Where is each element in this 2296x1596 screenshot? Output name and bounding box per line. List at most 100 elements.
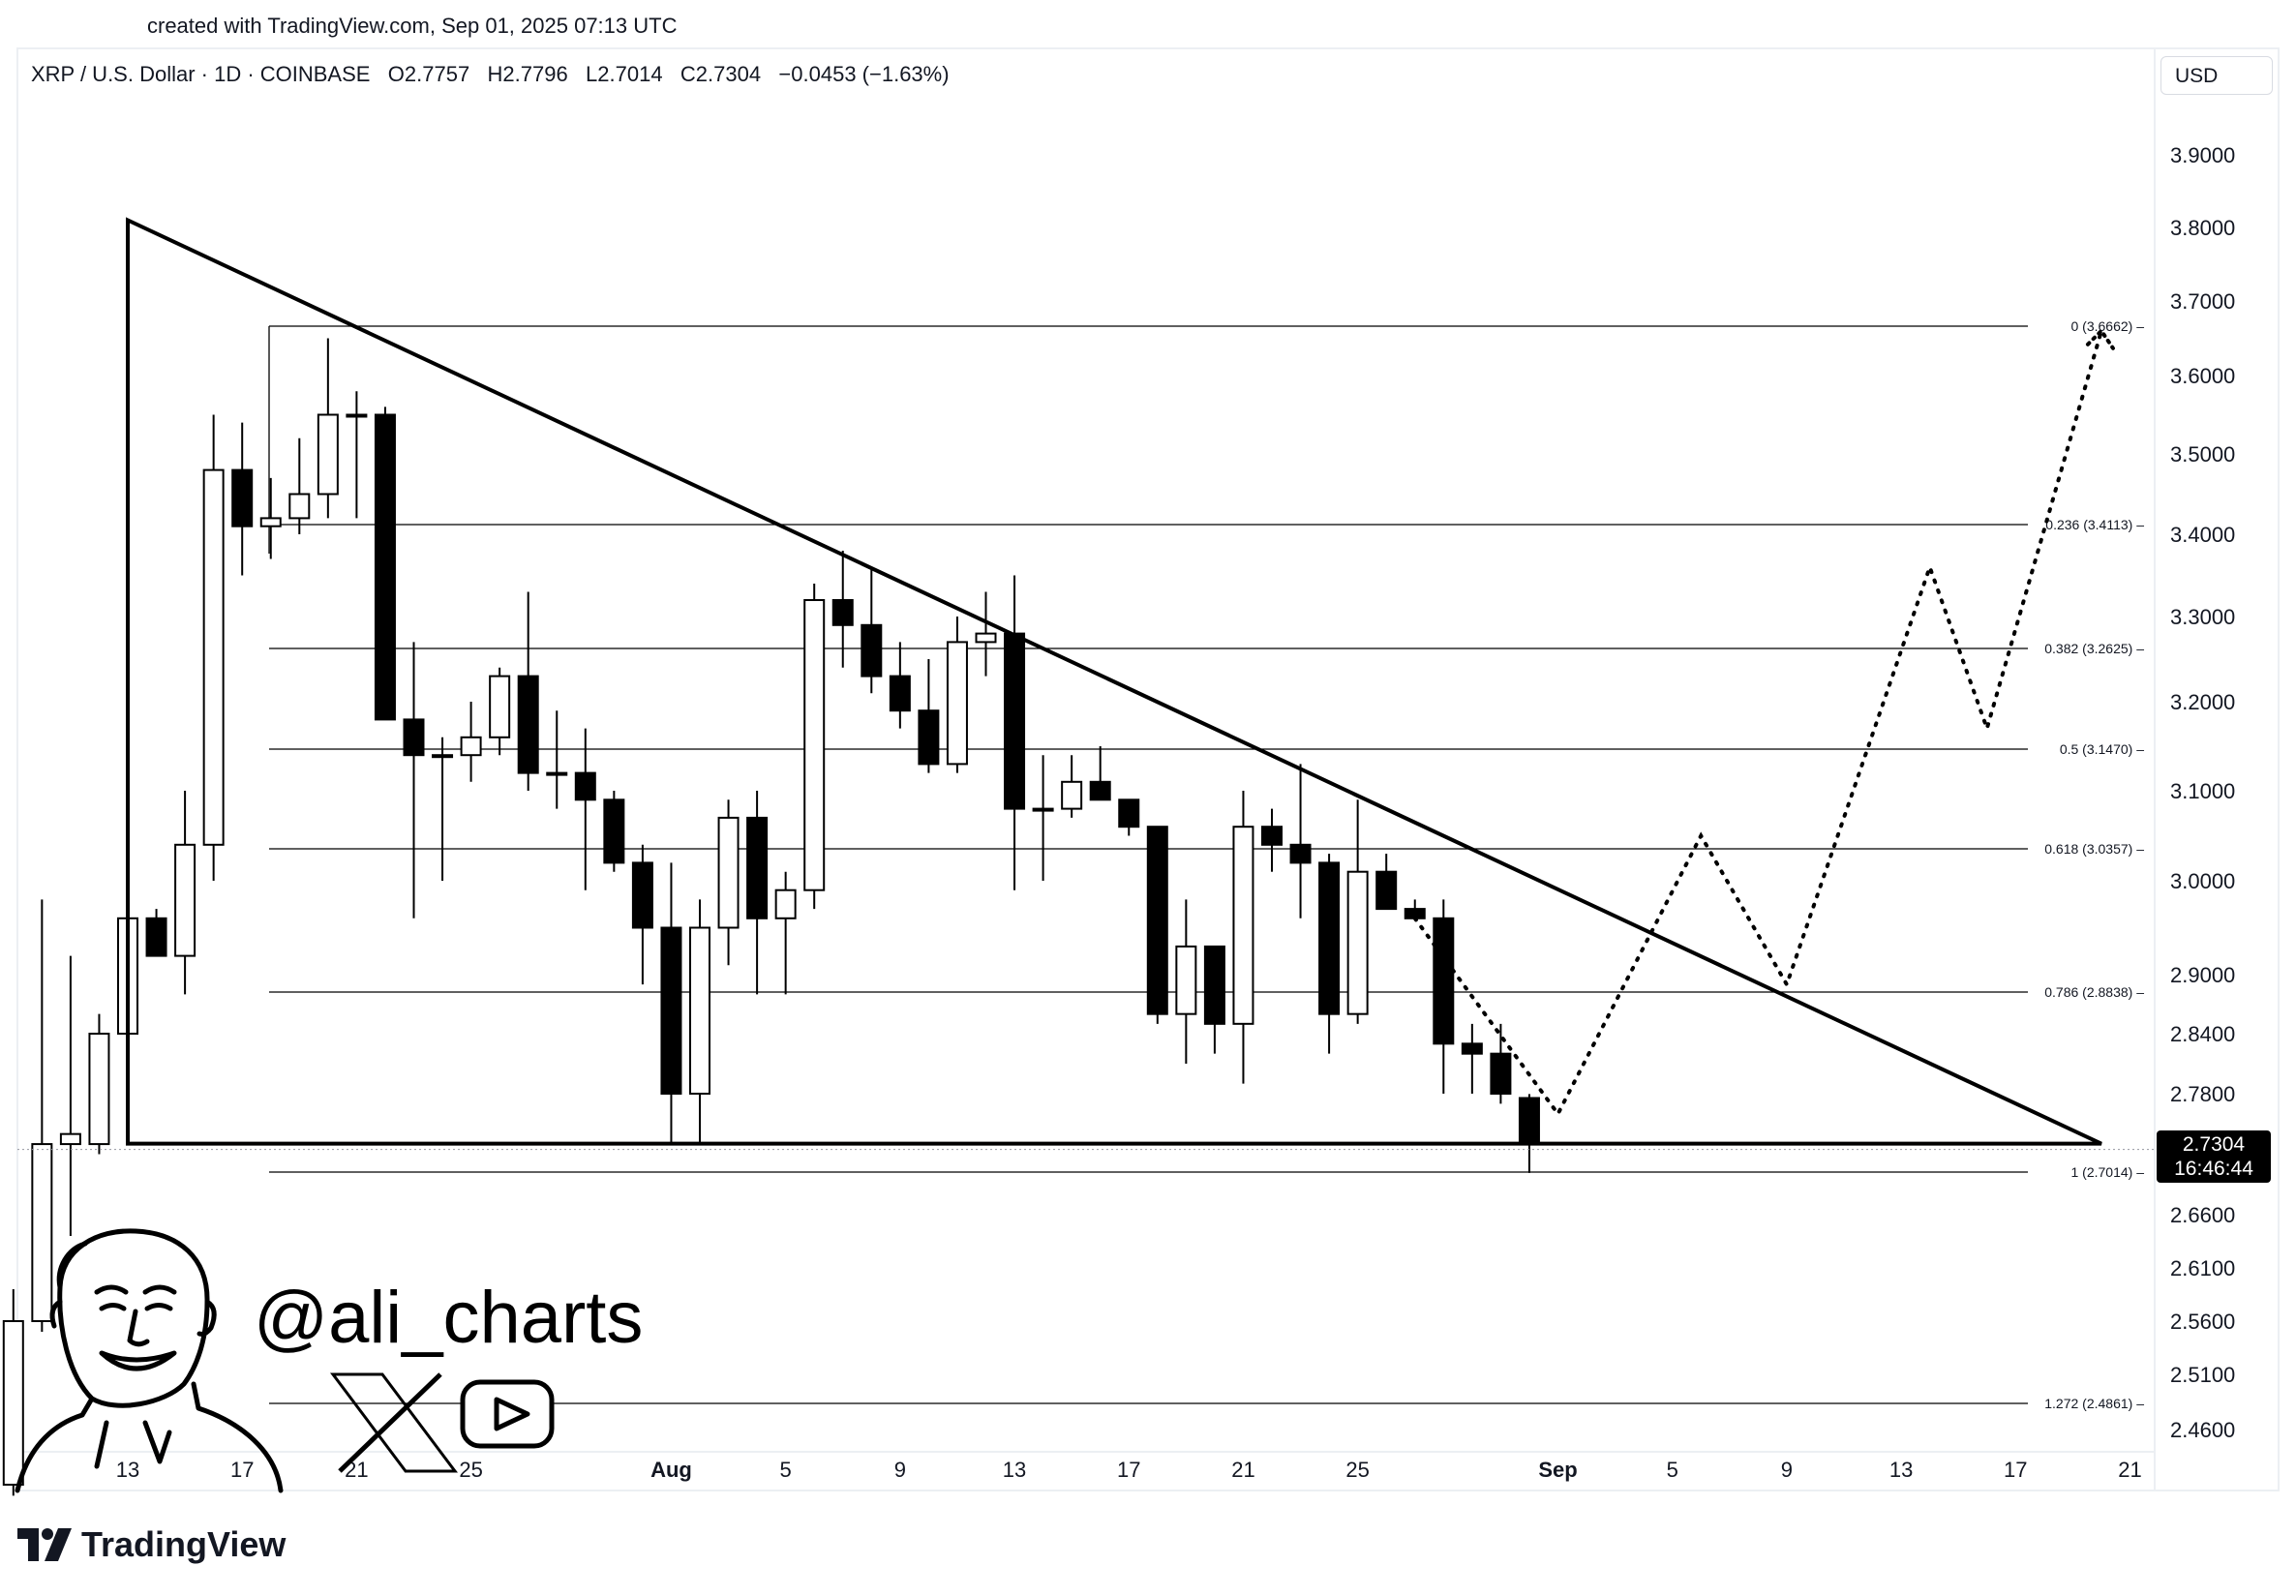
price-tick-label: 3.9000	[2170, 143, 2235, 167]
bar-countdown: 16:46:44	[2174, 1158, 2253, 1180]
candle-body	[746, 816, 769, 919]
candle-body	[1089, 780, 1111, 801]
price-tick-label: 3.8000	[2170, 216, 2235, 240]
price-tick-label: 2.9000	[2170, 963, 2235, 987]
candle-body	[717, 816, 740, 929]
time-tick-label: 13	[1003, 1458, 1026, 1482]
fib-label: 0.236 (3.4113) –	[2045, 517, 2144, 532]
candle-body	[975, 632, 997, 644]
candle-body	[889, 675, 911, 712]
candle-body	[660, 926, 682, 1095]
candle-body	[1433, 917, 1455, 1045]
candle-body	[202, 468, 225, 846]
chart-frame	[16, 47, 2280, 1491]
fib-label: 0 (3.6662) –	[2071, 318, 2145, 334]
currency-button[interactable]: USD	[2160, 56, 2273, 95]
candle-body	[2, 1320, 24, 1486]
candle-body	[374, 413, 396, 721]
candle-body	[31, 1143, 53, 1323]
candle-body	[460, 736, 482, 757]
x-logo-icon[interactable]	[330, 1372, 458, 1473]
candle-body	[489, 675, 511, 738]
fib-label: 0.786 (2.8838) –	[2044, 984, 2144, 1000]
candle-body	[603, 798, 625, 864]
price-tick-label: 2.4600	[2170, 1418, 2235, 1442]
symbol-title[interactable]: XRP / U.S. Dollar · 1D · COINBASE	[31, 62, 371, 86]
price-tick-label: 3.4000	[2170, 523, 2235, 547]
price-tick-label: 2.8400	[2170, 1022, 2235, 1046]
fib-label: 1.272 (2.4861) –	[2044, 1396, 2144, 1411]
candle-body	[88, 1033, 110, 1146]
price-tick-label: 3.6000	[2170, 364, 2235, 388]
candle-body	[1146, 826, 1168, 1015]
price-tick-label: 3.5000	[2170, 442, 2235, 467]
candle-body	[1318, 861, 1341, 1015]
time-tick-label: 5	[1667, 1458, 1678, 1482]
fib-label: 0.5 (3.1470) –	[2060, 741, 2144, 757]
symbol-header: XRP / U.S. Dollar · 1D · COINBASE O2.775…	[31, 62, 950, 87]
candle-body	[1203, 945, 1225, 1025]
fib-label: 0.618 (3.0357) –	[2044, 841, 2144, 857]
candle-body	[803, 599, 826, 891]
last-price-tag: 2.7304 16:46:44	[2157, 1130, 2271, 1183]
time-tick-label: 5	[780, 1458, 792, 1482]
projection-arrowhead	[2085, 327, 2115, 350]
time-axis: 13 17 21 25 Aug 5 9 13 17 21 25 Sep 5 9 13 17 21	[116, 1458, 2142, 1482]
projection-path	[1412, 327, 2115, 1118]
time-tick-label: 25	[459, 1458, 482, 1482]
candle-body	[574, 771, 596, 801]
projection-line	[1412, 328, 2103, 1118]
candle-body	[517, 675, 539, 774]
candle-body	[231, 468, 254, 527]
candle-body	[1032, 807, 1054, 812]
candle-body	[918, 709, 940, 766]
candle-body	[774, 888, 797, 919]
tradingview-logo-icon	[17, 1528, 72, 1561]
time-tick-label: 21	[2118, 1458, 2141, 1482]
time-tick-label: 25	[1345, 1458, 1369, 1482]
time-tick-label: 13	[1889, 1458, 1913, 1482]
price-tick-label: 2.6100	[2170, 1256, 2235, 1280]
candle-body	[546, 771, 568, 776]
price-axis: 3.9000 3.8000 3.7000 3.6000 3.5000 3.4000 3.30…	[2170, 143, 2235, 1442]
candle-body	[403, 718, 425, 757]
candle-body	[432, 754, 454, 759]
candle-body	[288, 493, 311, 520]
time-tick-label: 17	[2004, 1458, 2027, 1482]
candle-body	[1490, 1052, 1512, 1095]
descending-triangle	[17, 217, 2155, 1151]
fib-label: 0.382 (3.2625) –	[2044, 641, 2144, 656]
candle-body	[1461, 1042, 1483, 1055]
price-tick-label: 3.2000	[2170, 690, 2235, 714]
ohlc-values: O2.7757 H2.7796 L2.7014 C2.7304 −0.0453 …	[387, 62, 950, 86]
time-tick-label: 9	[1781, 1458, 1793, 1482]
youtube-icon[interactable]	[460, 1379, 555, 1449]
price-tick-label: 3.1000	[2170, 779, 2235, 803]
candle-body	[174, 843, 196, 957]
time-tick-label: 17	[230, 1458, 254, 1482]
candle-body	[1518, 1097, 1540, 1145]
tradingview-brand[interactable]: TradingView	[17, 1524, 286, 1565]
candlestick-series	[2, 338, 1540, 1496]
candle-body	[861, 623, 883, 678]
candle-body	[1232, 826, 1254, 1025]
candle-body	[946, 641, 968, 766]
price-tick-label: 2.5100	[2170, 1363, 2235, 1387]
time-tick-label: 17	[1117, 1458, 1140, 1482]
price-tick-label: 3.7000	[2170, 289, 2235, 314]
candle-body	[1118, 798, 1140, 828]
price-tick-label: 2.6600	[2170, 1203, 2235, 1227]
candle-body	[631, 861, 653, 929]
brand-name: TradingView	[81, 1524, 287, 1564]
fib-label: 1 (2.7014) –	[2071, 1164, 2145, 1180]
candle-body	[1289, 843, 1312, 864]
candle-body	[1175, 945, 1197, 1015]
candle-body	[1375, 870, 1398, 911]
author-handle: @ali_charts	[254, 1277, 644, 1359]
chart-caption: created with TradingView.com, Sep 01, 20…	[147, 14, 678, 38]
price-tick-label: 3.3000	[2170, 605, 2235, 629]
time-tick-label: 9	[894, 1458, 906, 1482]
candle-body	[1261, 826, 1283, 846]
candle-body	[145, 917, 167, 957]
